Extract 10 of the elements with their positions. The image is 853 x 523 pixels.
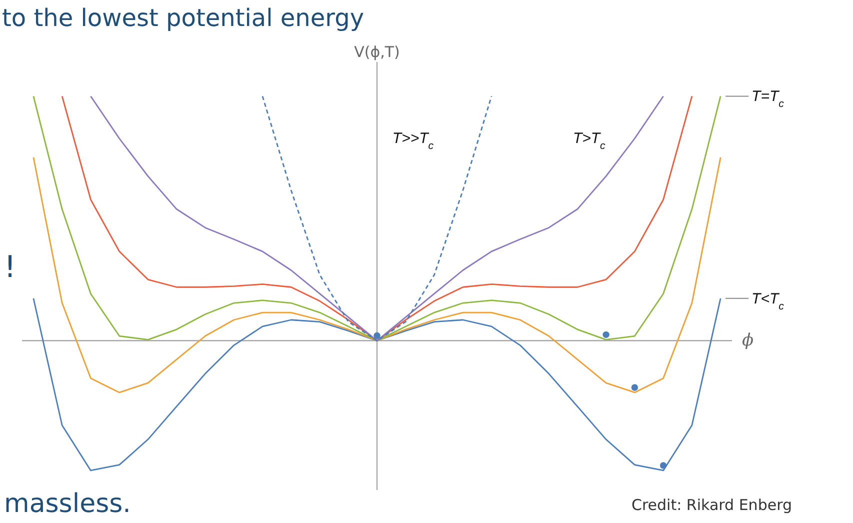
text: massless. <box>4 489 131 519</box>
text: Credit: Rikard Enberg <box>632 496 792 514</box>
y-axis-title: V(ϕ,T) <box>354 43 400 61</box>
text: T<T$_{c}$ <box>752 290 785 312</box>
text: T=T$_{c}$ <box>752 88 785 110</box>
text: ! <box>4 250 16 285</box>
text: T>>T$_{c}$ <box>392 130 434 152</box>
x-axis-title: ϕ <box>742 330 754 351</box>
series-label: T>T$_{c}$ <box>572 130 606 152</box>
chart-title: to the lowest potential energy <box>2 4 364 32</box>
